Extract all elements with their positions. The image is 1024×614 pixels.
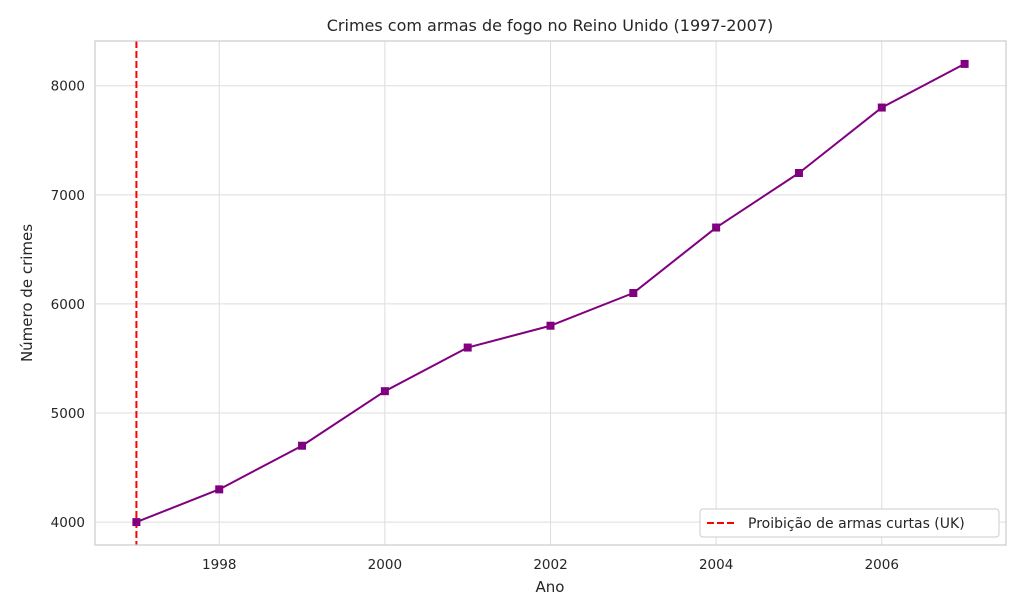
grid — [95, 41, 1006, 545]
y-tick-label: 7000 — [51, 188, 85, 204]
x-tick-label: 2000 — [368, 557, 402, 573]
data-point — [463, 343, 472, 352]
legend-label: Proibição de armas curtas (UK) — [748, 516, 965, 532]
chart-title: Crimes com armas de fogo no Reino Unido … — [327, 16, 774, 35]
data-point — [298, 441, 307, 450]
data-point — [546, 321, 555, 330]
legend: Proibição de armas curtas (UK) — [699, 508, 1000, 538]
data-point — [794, 169, 803, 177]
x-tick-label: 2004 — [699, 557, 733, 573]
y-axis-label: Número de crimes — [18, 224, 36, 362]
data-point — [380, 387, 389, 396]
data-point — [712, 223, 721, 232]
y-tick-label: 8000 — [51, 79, 85, 95]
y-tick-label: 4000 — [51, 515, 85, 531]
y-tick-label: 5000 — [51, 406, 85, 422]
x-tick-label: 2006 — [865, 557, 899, 573]
x-tick-label: 2002 — [533, 557, 567, 573]
data-point — [215, 485, 224, 494]
data-point — [877, 103, 886, 112]
y-tick-label: 6000 — [51, 297, 85, 313]
x-axis-label: Ano — [536, 578, 565, 596]
x-tick-label: 1998 — [202, 557, 236, 573]
data-point — [132, 518, 141, 527]
data-point — [960, 59, 969, 68]
plot-frame — [94, 40, 1007, 546]
legend-box — [699, 508, 1000, 538]
series — [132, 59, 969, 527]
data-point — [629, 289, 638, 297]
tick-labels: 1998 2000 2002 2004 2006 4000 5000 6000 7000 8000 — [51, 79, 899, 573]
